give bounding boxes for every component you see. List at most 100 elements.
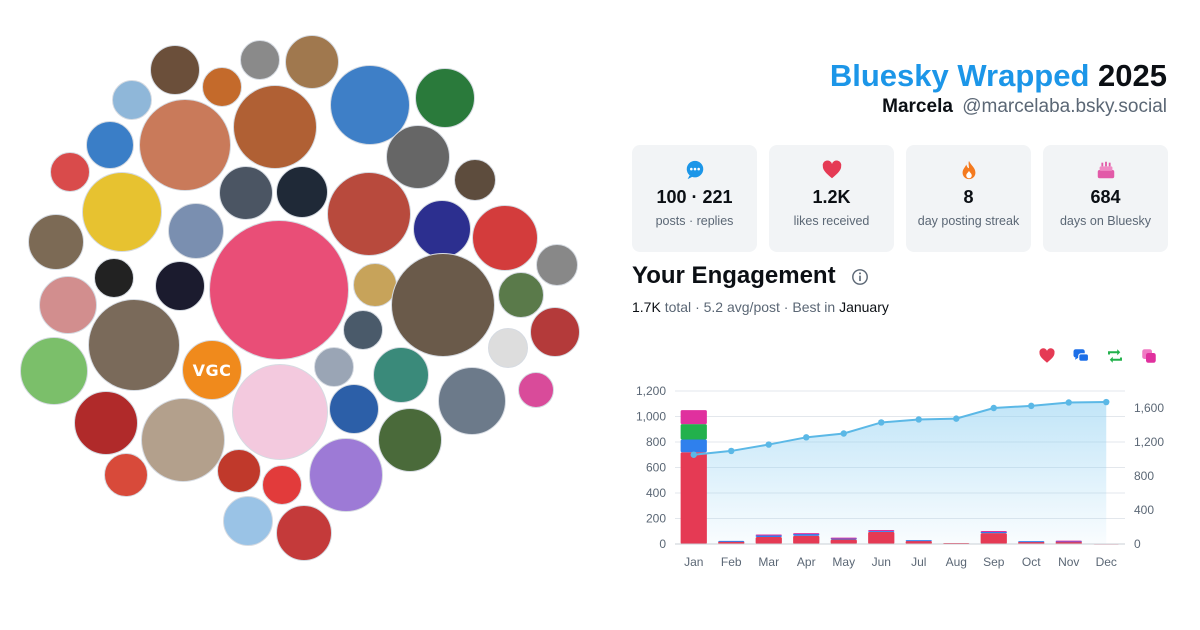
stat-label: day posting streak (917, 214, 1020, 228)
cumulative-point (878, 419, 885, 426)
avatar (276, 166, 328, 218)
x-tick-label: Aug (946, 555, 967, 569)
avatar (28, 214, 84, 270)
display-name: Marcela (882, 96, 953, 117)
avg-per-post: 5.2 avg/post (703, 299, 780, 315)
avatar (472, 205, 538, 271)
bar-segment (793, 533, 820, 535)
y2-tick-label: 1,200 (1134, 435, 1164, 449)
avatar (309, 438, 383, 512)
bar-segment (680, 452, 707, 544)
x-tick-label: Oct (1022, 555, 1041, 569)
stat-card-days: 684 days on Bluesky (1043, 145, 1168, 252)
bar-segment (1018, 541, 1045, 543)
cumulative-point (915, 416, 922, 423)
avatar (327, 172, 411, 256)
avatar (498, 272, 544, 318)
y2-tick-label: 800 (1134, 469, 1154, 483)
heart-icon (822, 160, 841, 179)
avatar (139, 99, 231, 191)
avatar (233, 85, 317, 169)
stat-label: posts · replies (655, 214, 734, 228)
total-label: total (664, 299, 692, 315)
cumulative-point (728, 447, 735, 455)
avatar (219, 166, 273, 220)
bar-segment (980, 530, 1007, 532)
avatar (88, 299, 180, 391)
cumulative-area (693, 402, 1107, 544)
avatar-cloud: VGC (20, 35, 580, 561)
best-month: January (839, 299, 889, 315)
avatar (330, 65, 410, 145)
cake-icon (1097, 161, 1114, 179)
avatar (82, 172, 162, 252)
x-tick-label: Jan (684, 555, 703, 569)
avatar (285, 35, 339, 89)
stat-card-posts: 100 · 221 posts · replies (632, 145, 757, 252)
cumulative-point (990, 404, 997, 412)
avatar (217, 449, 261, 493)
replies-legend-icon[interactable] (1072, 347, 1090, 365)
bar-segment (680, 424, 707, 440)
x-tick-label: Dec (1096, 555, 1117, 569)
bar-segment (980, 533, 1007, 544)
bar-segment (905, 540, 932, 544)
avatar (262, 465, 302, 505)
brand-title: Bluesky Wrapped (829, 58, 1090, 93)
user-handle: @marcelaba.bsky.social (962, 96, 1167, 117)
cumulative-point (1065, 399, 1072, 406)
quotes-legend-icon[interactable] (1140, 347, 1158, 365)
avatar (112, 80, 152, 120)
y2-tick-label: 400 (1134, 503, 1154, 517)
engagement-title: Your Engagement (632, 262, 836, 289)
bar-segment (680, 410, 707, 425)
reposts-legend-icon[interactable] (1106, 347, 1124, 365)
separator: · (783, 299, 789, 315)
x-tick-label: Feb (721, 555, 742, 569)
avatar (104, 453, 148, 497)
x-tick-label: Nov (1058, 555, 1079, 569)
engagement-summary: 1.7K total · 5.2 avg/post · Best in Janu… (632, 299, 889, 315)
avatar (536, 244, 578, 286)
engagement-chart: 0 200 400 600 800 1,000 1,200 0 400 800 1,200 1,600… (636, 384, 1164, 569)
bar-segment (718, 540, 745, 542)
bar-segment (718, 541, 745, 544)
x-tick-label: Apr (797, 555, 816, 569)
separator: · (695, 299, 700, 315)
avatar (391, 253, 495, 357)
avatar (518, 372, 554, 408)
cumulative-point (1028, 402, 1035, 410)
avatar (209, 220, 349, 360)
x-tick-label: Sep (983, 555, 1005, 569)
avatar (343, 310, 383, 350)
y-tick-label: 1,000 (636, 410, 666, 424)
bar-segment (1055, 541, 1082, 544)
bar-segment (830, 539, 857, 544)
avatar (202, 67, 242, 107)
info-icon[interactable] (851, 268, 869, 286)
bar-segment (830, 537, 857, 539)
cumulative-point (765, 441, 772, 448)
chat-bubble-icon (686, 160, 703, 180)
avatar (530, 307, 580, 357)
bar-segment (1055, 540, 1082, 542)
cumulative-point (840, 430, 847, 437)
avatar (488, 328, 528, 368)
avatar (240, 40, 280, 80)
avatar (150, 45, 200, 95)
stat-value: 8 (963, 187, 974, 207)
stat-value: 1.2K (812, 187, 851, 207)
likes-legend-icon[interactable] (1038, 347, 1056, 365)
y-tick-label: 400 (646, 486, 666, 500)
y2-tick-label: 1,600 (1134, 401, 1164, 415)
avatar (329, 384, 379, 434)
avatar (39, 276, 97, 334)
y2-tick-label: 0 (1134, 537, 1141, 551)
year-title: 2025 (1098, 58, 1167, 93)
x-tick-label: Jun (872, 555, 891, 569)
avatar (20, 337, 88, 405)
stat-label: days on Bluesky (1059, 214, 1152, 228)
avatar (276, 505, 332, 561)
cumulative-line (693, 401, 1107, 456)
avatar (454, 159, 496, 201)
